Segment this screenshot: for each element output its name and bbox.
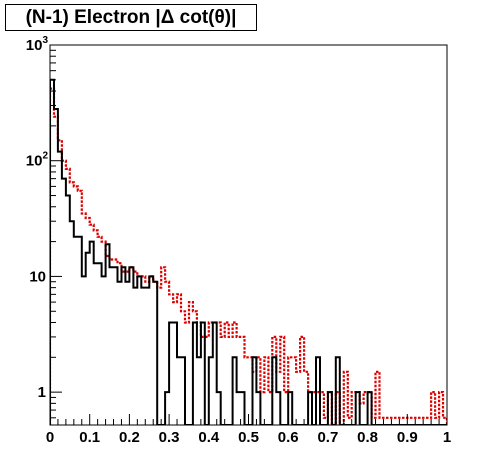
x-tick-label: 0.4 — [198, 429, 220, 446]
plot-layer — [50, 78, 447, 425]
x-tick-label: 0.8 — [357, 429, 378, 446]
x-tick-label: 0.1 — [79, 429, 100, 446]
x-tick-label: 1 — [443, 429, 451, 446]
chart-title-box: (N-1) Electron |Δ cot(θ)| — [5, 4, 257, 31]
y-tick-label: 1 — [38, 384, 46, 401]
plot-frame — [49, 44, 448, 426]
histogram-black-solid — [50, 78, 447, 425]
x-tick-label: 0.9 — [397, 429, 418, 446]
x-tick-label: 0.5 — [238, 429, 259, 446]
chart-title: (N-1) Electron |Δ cot(θ)| — [25, 7, 237, 28]
y-tick-label: 102 — [26, 151, 49, 170]
y-tick-label: 10 — [29, 268, 46, 285]
x-tick-label: 0.2 — [119, 429, 140, 446]
axes-layer: 0 0.1 0.2 0.3 0.4 0.5 0.6 0.7 0.8 0.9 1 1 10 102 103 — [26, 35, 451, 446]
x-tick-label: 0.7 — [317, 429, 338, 446]
x-tick-label: 0 — [46, 429, 54, 446]
y-tick-label: 103 — [26, 35, 49, 54]
x-tick-label: 0.6 — [278, 429, 299, 446]
x-tick-label: 0.3 — [159, 429, 180, 446]
